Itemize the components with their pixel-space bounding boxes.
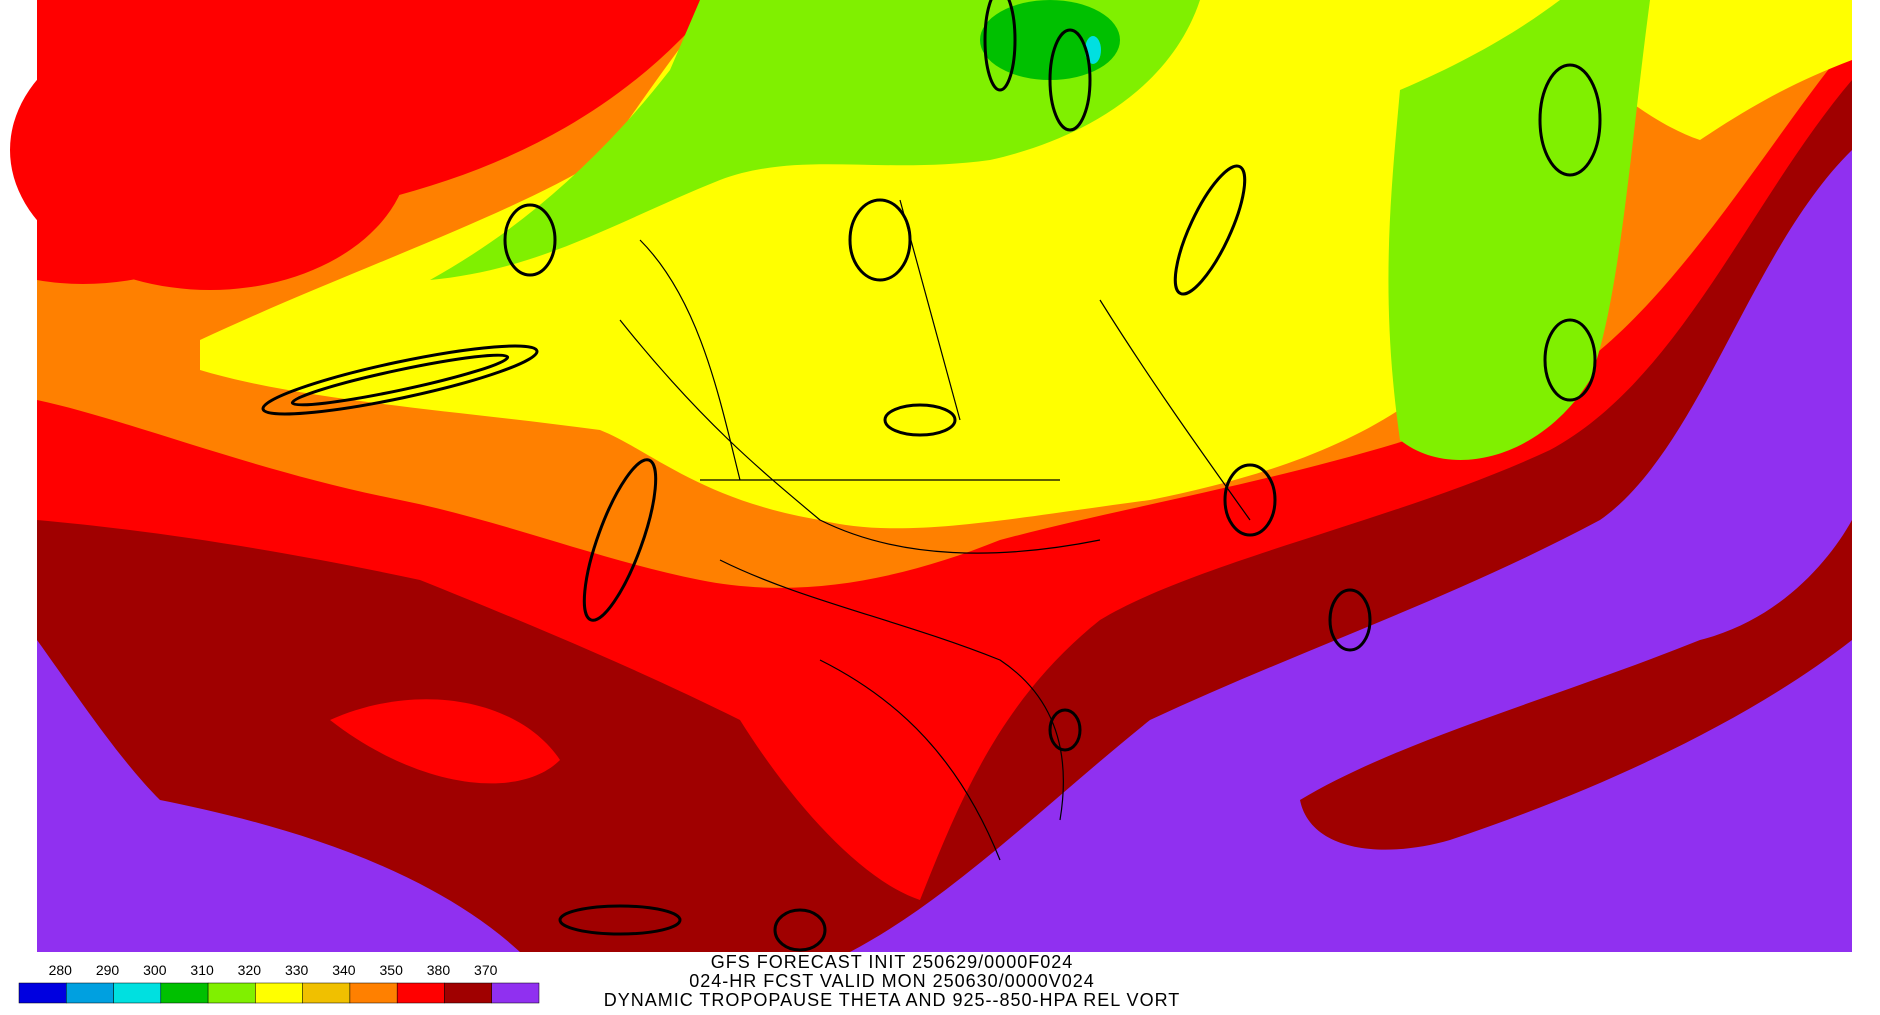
title-line: 024-HR FCST VALID MON 250630/0000V024 <box>689 971 1095 991</box>
legend-label: 370 <box>474 962 498 978</box>
color-legend: 280 290 300 310 320 330 340 350 380 370 <box>18 962 540 1004</box>
theta-green-east <box>1388 0 1650 460</box>
vorticity-contours <box>261 0 1602 952</box>
title-line: DYNAMIC TROPOPAUSE THETA AND 925--850-HP… <box>604 990 1180 1010</box>
legend-label: 340 <box>332 962 356 978</box>
legend-swatch <box>66 982 114 1004</box>
legend-label: 310 <box>190 962 214 978</box>
theta-red-pacific <box>10 10 410 290</box>
legend-swatch <box>349 982 398 1004</box>
legend-label: 290 <box>96 962 120 978</box>
legend-label: 300 <box>143 962 167 978</box>
legend-swatch <box>255 982 303 1004</box>
legend-label: 320 <box>238 962 262 978</box>
legend-swatch <box>302 982 351 1004</box>
theta-red-patch <box>330 699 560 784</box>
legend-swatch <box>491 982 540 1004</box>
map <box>10 0 1852 952</box>
title-block: GFS FORECAST INIT 250629/0000F024024-HR … <box>604 952 1180 1010</box>
legend-swatch <box>18 982 67 1004</box>
title-line: GFS FORECAST INIT 250629/0000F024 <box>711 952 1074 972</box>
legend-label: 380 <box>427 962 451 978</box>
political-boundaries <box>619 199 1251 861</box>
legend-swatch <box>396 982 445 1004</box>
legend-swatch <box>207 982 256 1004</box>
legend-label: 330 <box>285 962 309 978</box>
theta-dark-red-patch <box>1300 520 1852 850</box>
legend-label: 280 <box>49 962 73 978</box>
legend-swatch <box>113 982 162 1004</box>
theta-yellow <box>200 0 1640 529</box>
legend-swatch <box>444 982 492 1004</box>
legend-swatch <box>160 982 209 1004</box>
legend-label: 350 <box>380 962 404 978</box>
